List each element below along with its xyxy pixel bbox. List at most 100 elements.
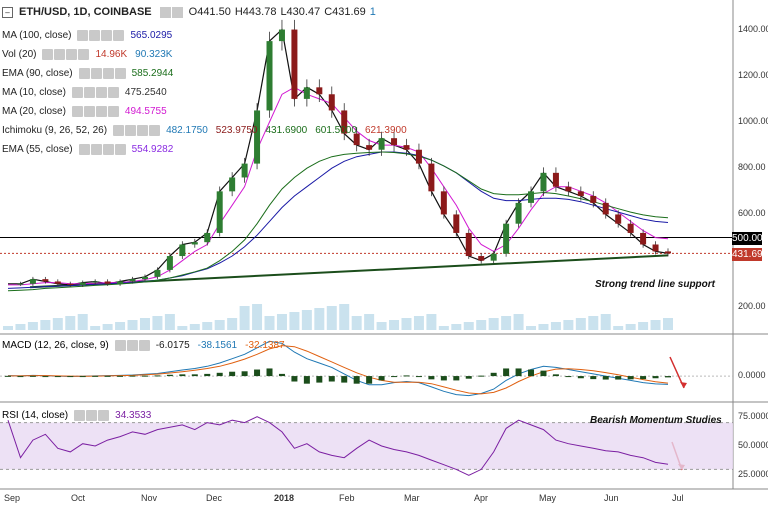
indicator-label: EMA (90, close) — [2, 67, 73, 79]
volume-bar — [40, 320, 51, 330]
candle-body — [129, 279, 136, 282]
macd-histogram-bar — [528, 369, 535, 377]
indicator-value: 565.0295 — [130, 29, 173, 41]
settings-icon[interactable] — [71, 105, 83, 117]
macd-histogram-bar — [316, 376, 323, 383]
x-axis-tick: Dec — [206, 493, 223, 503]
volume-bar — [463, 322, 474, 330]
visibility-icon[interactable] — [125, 124, 137, 136]
candle-body — [353, 133, 360, 146]
volume-bar — [115, 322, 126, 330]
macd-histogram-bar — [154, 375, 161, 377]
close-icon[interactable] — [78, 48, 90, 60]
candle-body — [241, 163, 248, 178]
volume-bar — [139, 318, 150, 330]
visibility-icon[interactable] — [86, 410, 98, 421]
more-icon[interactable] — [137, 124, 149, 136]
macd-histogram-bar — [241, 371, 248, 377]
macd-histogram-bar — [328, 376, 335, 382]
close-icon[interactable] — [149, 124, 161, 136]
collapse-icon[interactable]: – — [2, 6, 13, 18]
settings-icon[interactable] — [159, 6, 171, 18]
volume-bar — [314, 308, 325, 330]
macd-axis-tick: 0.0000 — [738, 370, 766, 381]
volume-bar — [3, 326, 13, 330]
symbol-title: ETH/USD, 1D, COINBASE — [19, 6, 152, 18]
close-icon[interactable] — [114, 143, 126, 155]
more-icon[interactable] — [95, 86, 107, 98]
macd-histogram-bar — [503, 368, 510, 377]
price-axis-tick: 600.00 — [738, 208, 766, 219]
macd-histogram-bar — [266, 368, 273, 377]
settings-icon[interactable] — [78, 67, 90, 79]
close-icon[interactable] — [114, 67, 126, 79]
macd-histogram-bar — [216, 372, 223, 377]
more-icon[interactable] — [66, 48, 78, 60]
volume-bar — [538, 324, 549, 330]
volume-bar — [252, 304, 263, 330]
settings-icon[interactable] — [113, 124, 125, 136]
volume-bar — [389, 320, 400, 330]
close-icon[interactable] — [107, 86, 119, 98]
settings-icon[interactable] — [71, 86, 83, 98]
macd-histogram-bar — [540, 370, 547, 377]
macd-series-line — [8, 345, 669, 395]
x-axis-tick: Sep — [4, 493, 21, 503]
visibility-icon[interactable] — [54, 48, 66, 60]
close-icon[interactable] — [138, 340, 150, 351]
settings-icon[interactable] — [114, 340, 126, 351]
volume-bar — [301, 310, 312, 330]
close-icon[interactable] — [113, 29, 125, 41]
settings-icon[interactable] — [77, 29, 89, 41]
macd-histogram-bar — [79, 376, 86, 378]
more-icon[interactable] — [101, 29, 113, 41]
more-icon[interactable] — [95, 105, 107, 117]
indicator-row: Ichimoku (9, 26, 52, 26) 482.1750 523.9750… — [2, 122, 415, 138]
macd-histogram-bar — [577, 376, 584, 379]
macd-histogram-bar — [129, 375, 136, 377]
volume-bar — [15, 324, 26, 330]
volume-bar — [663, 318, 673, 330]
candle-body — [92, 281, 99, 283]
visibility-icon[interactable] — [90, 143, 102, 155]
x-axis-tick: Nov — [141, 493, 158, 503]
volume-bar — [339, 304, 350, 330]
visibility-icon[interactable] — [83, 86, 95, 98]
macd-histogram-bar — [291, 376, 298, 382]
price-axis-tick: 200.00 — [738, 300, 766, 311]
visibility-icon[interactable] — [171, 6, 183, 18]
macd-histogram-bar — [590, 376, 597, 380]
rsi-value: 34.3533 — [115, 410, 152, 421]
header-buttons[interactable] — [159, 6, 183, 18]
candle-body — [229, 177, 236, 192]
settings-icon[interactable] — [42, 48, 54, 60]
candle-body — [117, 281, 124, 284]
price-axis-tick: 1200.00 — [738, 69, 768, 80]
candle-body — [602, 202, 609, 215]
visibility-icon[interactable] — [90, 67, 102, 79]
settings-icon[interactable] — [78, 143, 90, 155]
macd-histogram-bar — [565, 376, 572, 378]
volume-bar — [289, 312, 300, 330]
candle-body — [67, 283, 74, 285]
x-axis-tick: Oct — [71, 493, 86, 503]
visibility-icon[interactable] — [89, 29, 101, 41]
more-icon[interactable] — [102, 67, 114, 79]
settings-icon[interactable] — [74, 410, 86, 421]
close-icon[interactable] — [107, 105, 119, 117]
candle-body — [528, 191, 535, 203]
candle-body — [316, 87, 323, 95]
candle-body — [204, 232, 211, 243]
arrow-head-icon — [680, 382, 687, 388]
close-icon[interactable] — [98, 410, 110, 421]
volume-bar — [426, 314, 437, 330]
indicator-row: EMA (55, close) 554.9282 — [2, 141, 181, 157]
visibility-icon[interactable] — [126, 340, 138, 351]
candle-body — [378, 138, 385, 150]
visibility-icon[interactable] — [83, 105, 95, 117]
more-icon[interactable] — [102, 143, 114, 155]
candle-body — [141, 276, 148, 280]
indicator-value: 523.9750 — [215, 124, 258, 136]
macd-histogram-bar — [29, 375, 36, 377]
